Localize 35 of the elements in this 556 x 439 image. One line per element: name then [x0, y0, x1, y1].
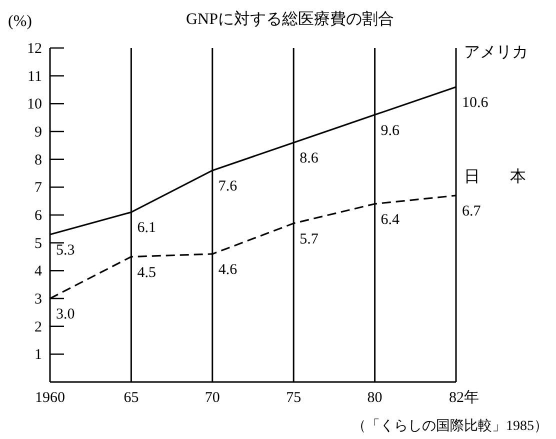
x-tick-label: 1960	[35, 390, 65, 406]
x-tick-label: 65	[124, 390, 139, 406]
data-label: 5.3	[56, 242, 75, 258]
data-label: 5.7	[300, 231, 319, 248]
data-label: 10.6	[462, 94, 489, 111]
data-label: 6.1	[137, 220, 156, 236]
y-tick-label: 12	[27, 41, 42, 57]
x-tick-label: 70	[204, 390, 220, 406]
y-tick-label: 5	[34, 236, 42, 252]
data-label: 8.6	[300, 150, 319, 167]
series-label: アメリカ	[464, 44, 528, 61]
y-tick-label: 4	[34, 264, 42, 280]
data-label: 4.6	[218, 262, 238, 278]
y-tick-label: 1	[34, 347, 42, 364]
y-tick-label: 10	[27, 96, 42, 113]
x-tick-label: 80	[367, 390, 382, 406]
data-label: 6.4	[380, 212, 400, 228]
data-label: 6.7	[462, 204, 482, 220]
y-axis-title: (%)	[8, 13, 32, 30]
x-tick-label: 75	[286, 390, 302, 406]
y-tick-label: 9	[34, 124, 42, 140]
y-tick-label: 8	[34, 152, 42, 168]
chart-title: GNPに対する総医療費の割合	[186, 10, 394, 28]
y-tick-label: 7	[34, 180, 42, 196]
text: （「くらしの国際比較」1985）	[352, 418, 548, 434]
y-tick-label: 3	[34, 292, 42, 308]
data-label: 3.0	[56, 306, 75, 322]
data-label: 7.6	[218, 178, 238, 194]
y-tick-label: 2	[34, 319, 42, 336]
series-label: 日本	[464, 168, 556, 186]
data-label: 4.5	[137, 264, 156, 281]
x-tick-label: 82年	[449, 389, 479, 406]
y-tick-label: 6	[34, 208, 42, 224]
y-tick-label: 11	[28, 68, 42, 85]
data-label: 9.6	[380, 122, 400, 139]
